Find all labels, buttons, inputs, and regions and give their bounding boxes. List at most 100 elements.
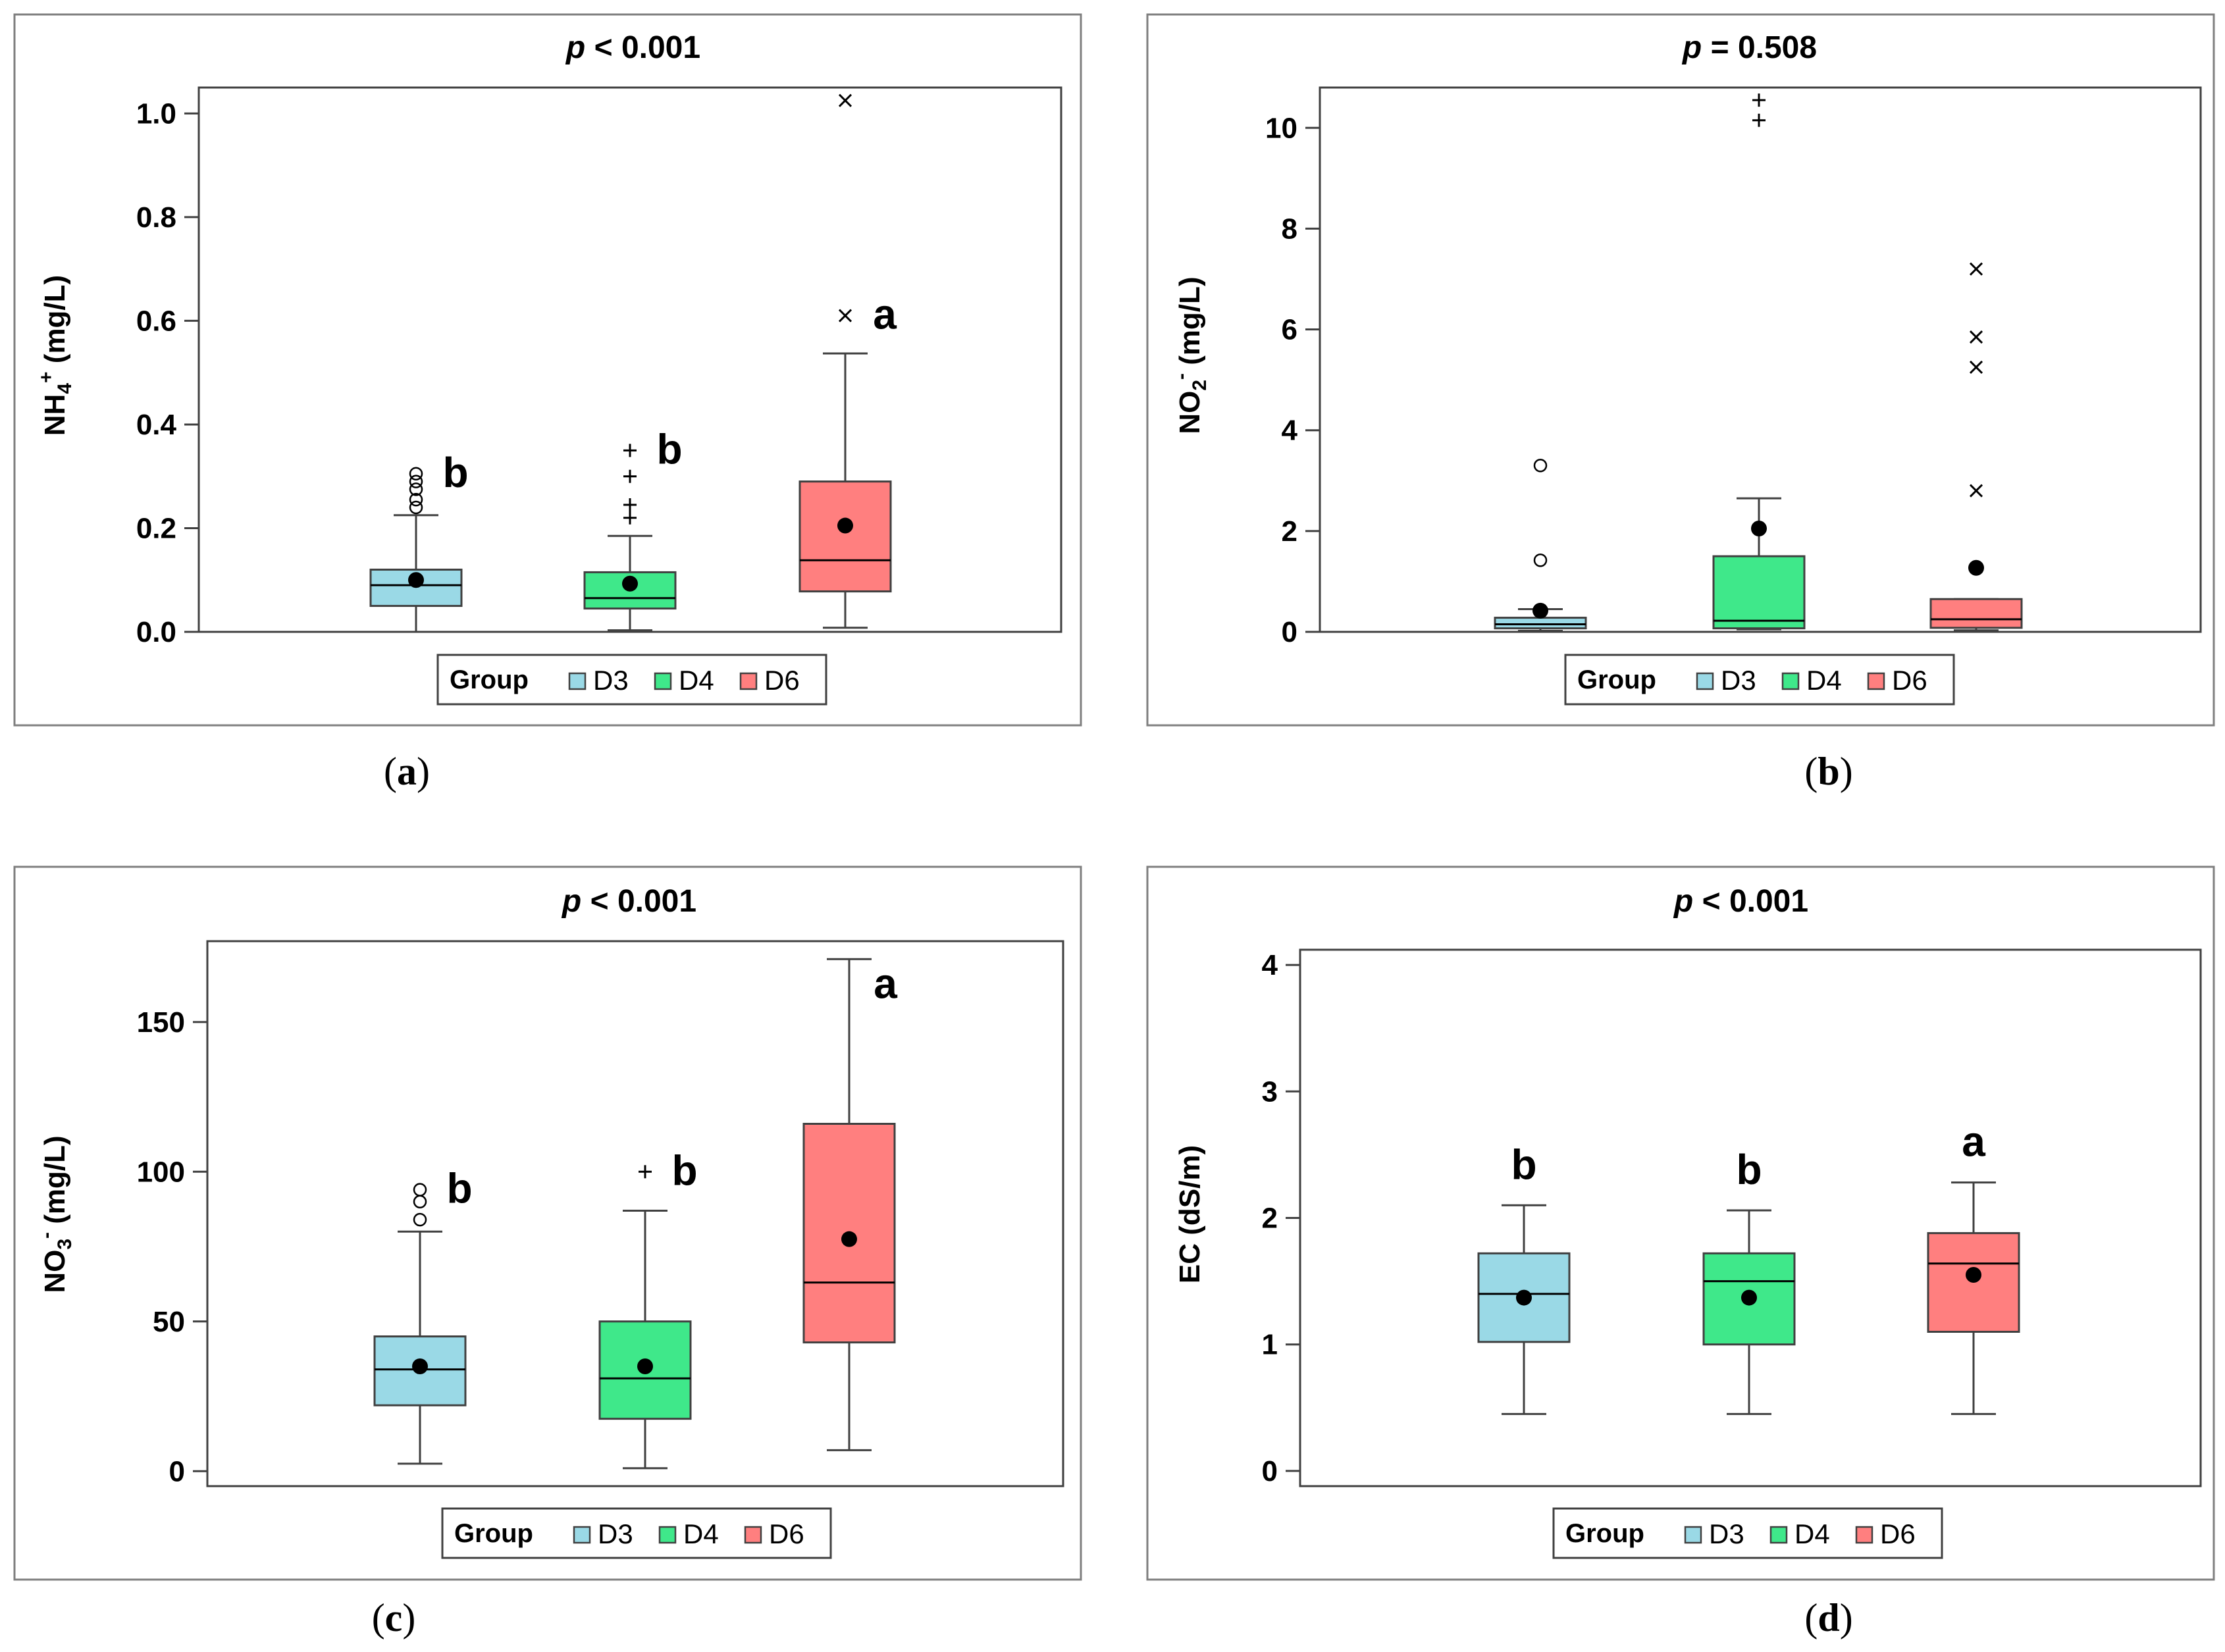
caption-letter: c [385, 1596, 403, 1639]
outlier-plus [1752, 113, 1766, 127]
ylabel-subscript: 2 [1189, 380, 1211, 391]
title-p: p [561, 884, 581, 919]
mean-dot [622, 575, 638, 592]
legend-swatch-D3 [1684, 1526, 1702, 1544]
box-D4: b [1702, 1146, 1796, 1415]
panel-c: p < 0.001 0 50 100 150 NO3- (mg/L) b b a Group D3 D… [13, 865, 1082, 1639]
panel-title: p < 0.001 [565, 30, 700, 65]
y-axis-label: NO2- (mg/L) [1170, 276, 1211, 434]
significance-letter: b [671, 1147, 697, 1194]
ylabel-superscript: - [36, 1232, 57, 1239]
box-D6: a [802, 958, 897, 1451]
significance-letter: b [1511, 1141, 1536, 1188]
box-D4: b [598, 1147, 698, 1470]
caption-letter: b [1818, 750, 1839, 793]
significance-letter: a [1962, 1118, 1985, 1166]
outlier-circle [409, 500, 423, 515]
y-tick-label: 0.6 [136, 305, 176, 337]
box-D3: b [373, 1165, 473, 1465]
panel-d: p < 0.001 0 1 2 3 4 EC (dS/m) b b a Group D3 D4 D6 (d) [1146, 865, 2215, 1639]
ylabel-base: NO [39, 1250, 71, 1293]
panel-caption: (d) [1804, 1596, 1852, 1639]
iqr-box [1929, 598, 2023, 629]
panel-title: p = 0.508 [1681, 30, 1817, 65]
y-tick-label: 1.0 [136, 97, 176, 130]
legend-swatch-D6 [744, 1526, 762, 1544]
y-axis-label: EC (dS/m) [1174, 1145, 1206, 1283]
legend-label-D3: D3 [598, 1518, 633, 1549]
y-tick-label: 2 [1262, 1202, 1278, 1235]
legend-label-D4: D4 [683, 1518, 719, 1549]
outlier-circle [409, 482, 423, 496]
y-tick-label: 1 [1262, 1329, 1278, 1361]
outlier-circle [1533, 459, 1548, 473]
significance-letter: b [1736, 1146, 1762, 1193]
panel-caption: (b) [1804, 750, 1852, 793]
title-p: p [1681, 30, 1702, 65]
y-tick-label: 100 [137, 1156, 185, 1188]
y-tick-label: 0.2 [136, 512, 176, 544]
outlier-cross [1969, 360, 1983, 374]
legend-swatch-D4 [654, 672, 672, 690]
legend-box [1564, 654, 1955, 706]
y-tick-label: 10 [1265, 112, 1297, 144]
ylabel-unit: (mg/L) [1174, 276, 1206, 373]
y-tick-label: 2 [1282, 515, 1297, 548]
significance-letter: b [656, 425, 682, 473]
iqr-box [1494, 617, 1587, 630]
outlier-circle [409, 492, 423, 507]
significance-letter: b [442, 449, 468, 496]
mean-dot [841, 1231, 857, 1247]
mean-dot [837, 517, 853, 534]
legend-label-D3: D3 [1709, 1518, 1744, 1549]
legend-label-D6: D6 [1880, 1518, 1916, 1549]
legend-swatch-D6 [739, 672, 758, 690]
mean-dot [1966, 1266, 1981, 1283]
y-tick-label: 0 [1282, 616, 1297, 648]
outlier-cross [1969, 262, 1983, 276]
legend-label-D4: D4 [679, 665, 714, 696]
outlier-cross [1969, 484, 1983, 498]
outlier-circle [413, 1212, 427, 1227]
title-p: p [1673, 884, 1693, 919]
legend-swatch-D4 [658, 1526, 677, 1544]
legend-box [436, 654, 827, 706]
title-value: = 0.508 [1702, 30, 1817, 65]
ylabel-subscript: 3 [54, 1239, 76, 1250]
legend-swatch-D4 [1769, 1526, 1788, 1544]
legend-label-D3: D3 [593, 665, 629, 696]
y-tick-label: 0.0 [136, 616, 176, 648]
outlier-circle [409, 467, 423, 481]
y-tick-label: 50 [153, 1306, 185, 1338]
ylabel-unit: (mg/L) [39, 275, 71, 372]
legend: Group D3 D4 D6 [1552, 1507, 1943, 1559]
caption-open: ( [384, 750, 397, 793]
caption-open: ( [1804, 750, 1818, 793]
y-tick-label: 150 [137, 1006, 185, 1039]
panel-title: p < 0.001 [1673, 884, 1808, 919]
legend-label-D6: D6 [769, 1518, 804, 1549]
legend: Group D3 D4 D6 [436, 654, 827, 706]
outlier-plus [623, 444, 637, 457]
y-axis-label: NH4+ (mg/L) [36, 275, 76, 436]
caption-close: ) [417, 750, 430, 793]
outlier-plus [639, 1165, 652, 1179]
plot-area [1319, 86, 2202, 633]
y-tick-label: 6 [1282, 314, 1297, 346]
mean-dot [637, 1358, 653, 1375]
mean-dot [1741, 1289, 1757, 1306]
box-D6: a [798, 93, 897, 629]
caption-close: ) [1840, 1596, 1853, 1639]
caption-close: ) [402, 1596, 415, 1639]
legend-swatch-D6 [1855, 1526, 1873, 1544]
mean-dot [1516, 1289, 1532, 1306]
y-tick-label: 4 [1262, 949, 1278, 981]
box-D6 [1929, 262, 2023, 632]
legend-title: Group [450, 665, 529, 694]
box-D3 [1494, 459, 1587, 632]
y-tick-label: 3 [1262, 1075, 1278, 1108]
y-tick-label: 0 [1262, 1455, 1278, 1487]
outlier-cross [1969, 330, 1983, 344]
